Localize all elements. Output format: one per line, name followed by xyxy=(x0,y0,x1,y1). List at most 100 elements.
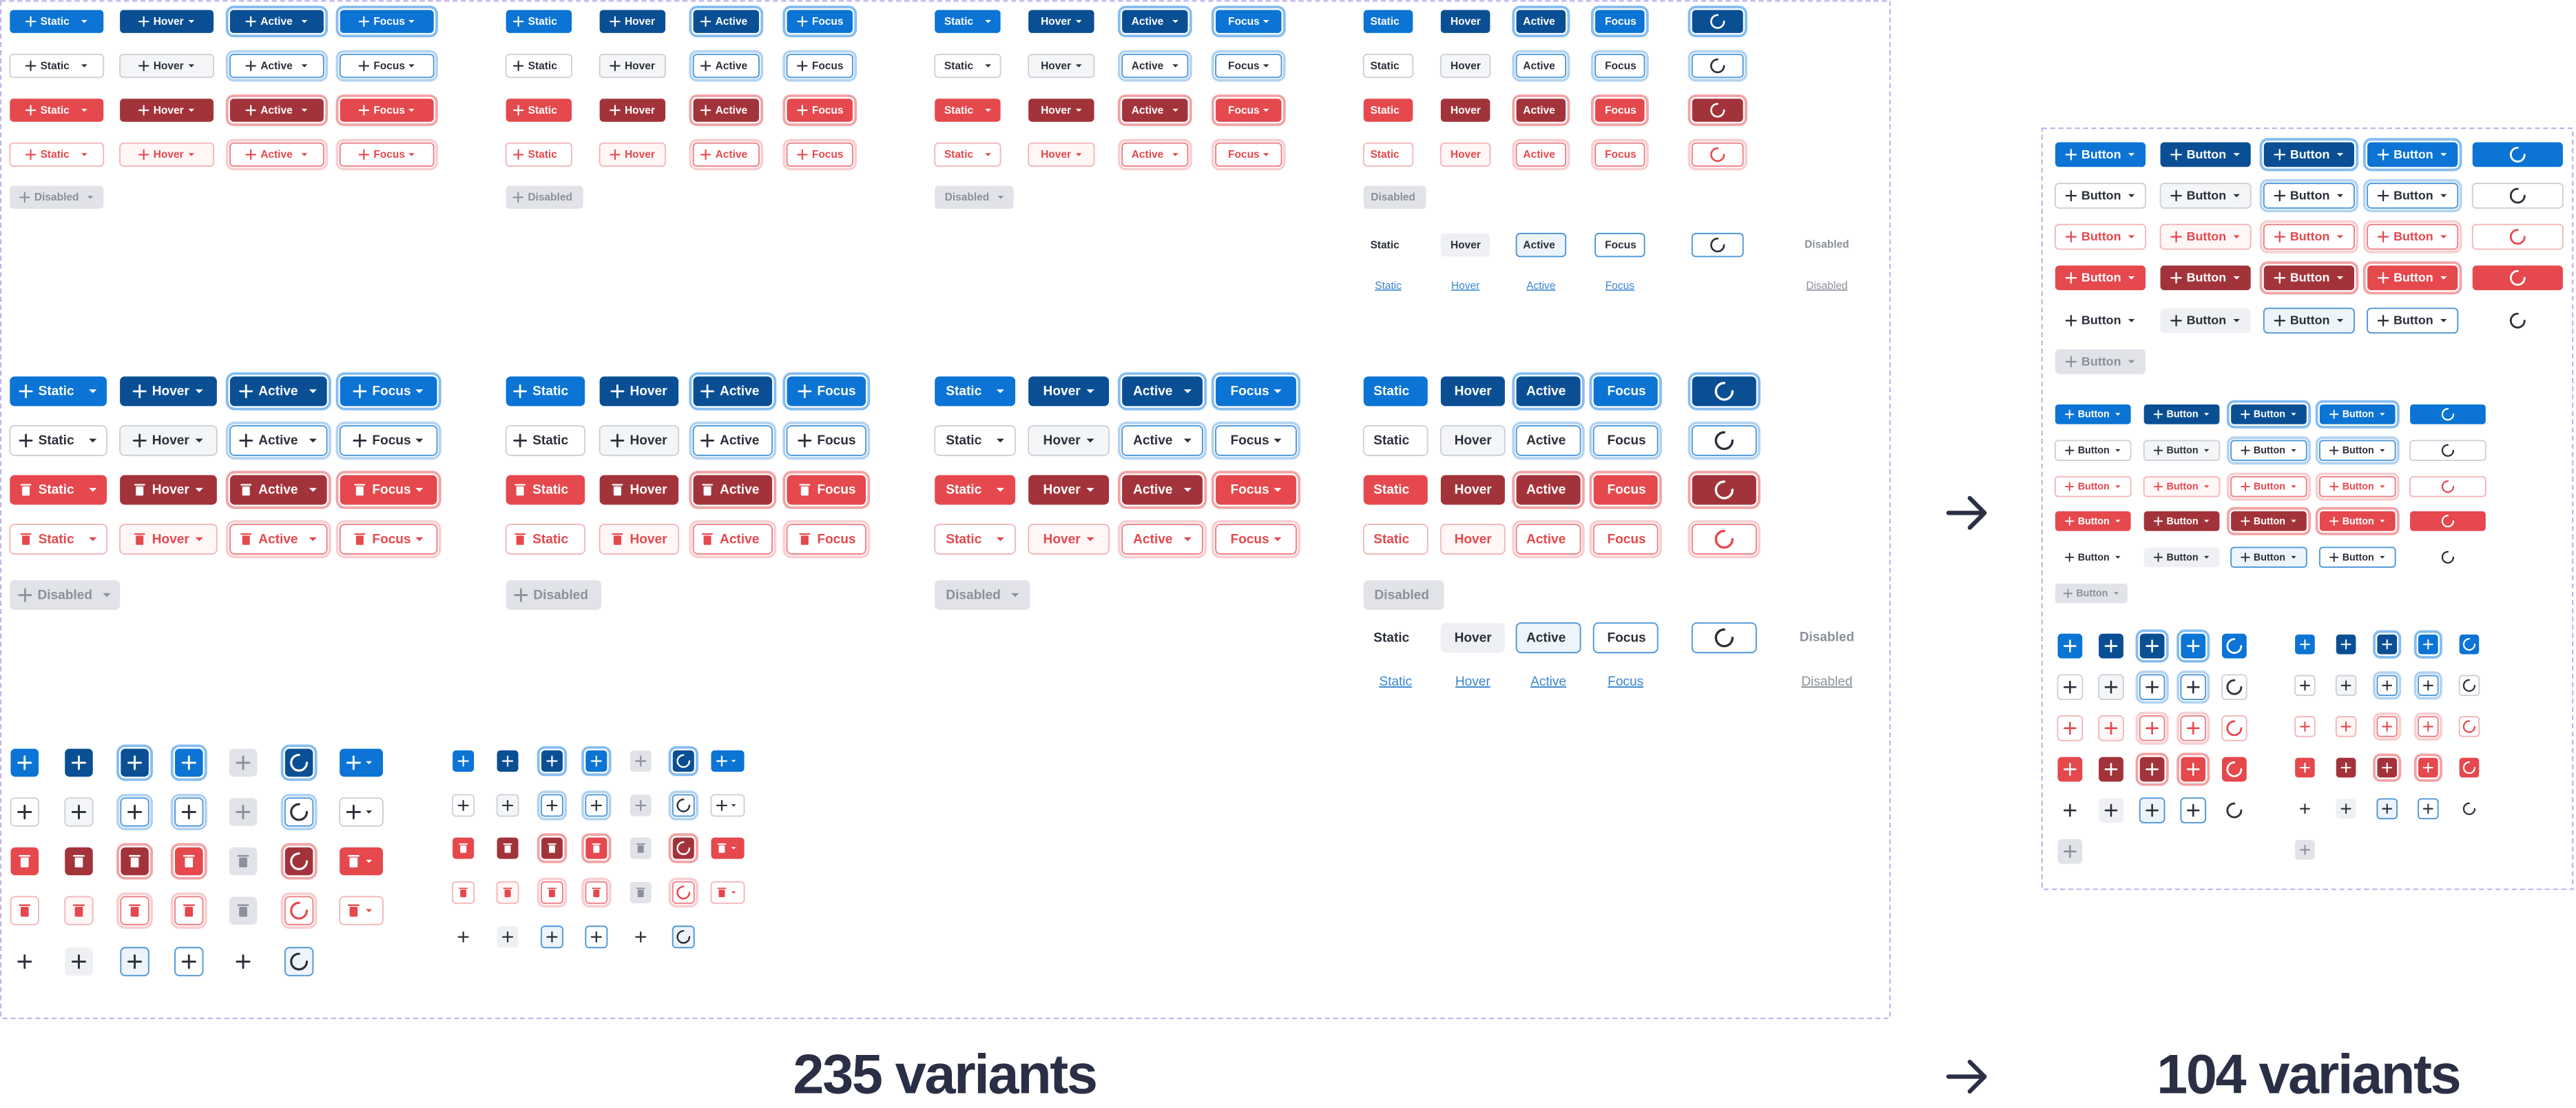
button-bg xyxy=(1363,475,1428,505)
button-bg xyxy=(2222,798,2247,823)
button-bg xyxy=(672,750,694,772)
icon-caret xyxy=(1172,108,1178,112)
button-bg xyxy=(1216,376,1296,407)
focus-ring xyxy=(225,138,329,171)
button-label: Focus xyxy=(1228,149,1260,161)
button-label: Static xyxy=(944,149,974,161)
button-label: Active xyxy=(258,433,298,448)
button-label: Button xyxy=(2078,482,2110,493)
focus-ring xyxy=(1117,471,1207,509)
icon-caret xyxy=(1011,593,1019,597)
icon-plus xyxy=(358,149,370,161)
button-bg xyxy=(2410,404,2486,424)
button-bg xyxy=(120,475,217,505)
button-bg xyxy=(2460,799,2480,819)
focus-ring xyxy=(2259,220,2359,254)
button-bg xyxy=(1692,376,1756,407)
button-bg xyxy=(2231,511,2307,531)
button-label: Active xyxy=(1132,60,1164,72)
icon-plus xyxy=(512,192,524,203)
button-bg xyxy=(1691,524,1757,555)
icon-caret xyxy=(301,64,308,68)
button-bg xyxy=(1691,142,1744,167)
spinner xyxy=(2226,720,2243,737)
button-label: Active xyxy=(1523,105,1555,116)
icon-caret xyxy=(81,153,87,156)
focus-ring xyxy=(1117,372,1207,411)
button-bg xyxy=(672,881,695,904)
button-label: Focus xyxy=(812,60,844,72)
icon-caret xyxy=(188,20,195,23)
button-label: Hover xyxy=(1455,433,1493,448)
spinner xyxy=(1714,480,1734,500)
button-bg xyxy=(2473,308,2563,333)
button-label: Active xyxy=(260,105,293,116)
button-bg xyxy=(2055,265,2146,291)
focus-ring xyxy=(2413,671,2442,700)
icon-plus xyxy=(590,799,602,812)
icon-trash-lid xyxy=(183,904,195,906)
icon-trash xyxy=(20,907,29,917)
focus-ring xyxy=(1117,421,1207,460)
button-bg xyxy=(2367,265,2458,291)
icon-plus xyxy=(358,105,370,116)
icon-plus xyxy=(590,931,602,943)
icon-trash-lid xyxy=(612,533,623,535)
icon-trash-lid xyxy=(240,533,251,535)
button-bg xyxy=(10,99,104,122)
focus-ring xyxy=(689,421,777,460)
button-label: Button xyxy=(2081,147,2121,161)
icon-caret xyxy=(2440,153,2447,156)
button-bg xyxy=(2263,307,2355,334)
button-label: Active xyxy=(1523,16,1555,28)
focus-ring xyxy=(1590,94,1649,126)
button-bg xyxy=(2143,511,2220,531)
button-bg xyxy=(229,475,327,505)
icon-plus xyxy=(2422,762,2433,773)
focus-ring xyxy=(2177,670,2210,704)
button-bg xyxy=(1362,53,1414,79)
icon-caret xyxy=(1075,64,1082,68)
button-bg xyxy=(2471,223,2564,250)
icon-caret xyxy=(408,64,415,68)
icon-caret xyxy=(2380,520,2385,523)
focus-ring xyxy=(1590,6,1649,38)
button-label: Button xyxy=(2081,354,2121,368)
button-label: Static xyxy=(1373,483,1409,497)
button-bg xyxy=(340,748,383,777)
button-bg xyxy=(10,185,104,209)
icon-caret xyxy=(2336,276,2344,280)
icon-plus xyxy=(127,755,143,770)
icon-caret xyxy=(366,761,373,765)
focus-ring xyxy=(782,94,858,126)
button-bg xyxy=(339,896,384,925)
button-bg xyxy=(1028,524,1110,555)
icon-plus xyxy=(2274,271,2286,284)
button-bg xyxy=(599,99,666,122)
button-bg xyxy=(1121,53,1189,79)
button-label: Active xyxy=(716,149,748,161)
icon-caret xyxy=(2233,153,2240,156)
icon-trash-lid xyxy=(134,533,145,535)
focus-ring xyxy=(225,372,331,411)
button-bg xyxy=(693,99,759,122)
icon-trash-lid xyxy=(515,484,526,486)
button-label: Button xyxy=(2187,188,2227,202)
spinner xyxy=(1714,628,1734,648)
focus-ring xyxy=(1211,138,1286,171)
icon-plus xyxy=(2299,721,2310,732)
button-label: Focus xyxy=(1607,384,1645,399)
button-bg xyxy=(229,10,324,33)
focus-ring xyxy=(335,6,438,38)
button-label: Active xyxy=(1526,384,1566,399)
icon-plus xyxy=(635,755,647,767)
button-label: Active xyxy=(716,16,748,28)
focus-ring xyxy=(170,892,207,930)
button-bg xyxy=(934,524,1017,555)
button-bg xyxy=(339,53,435,79)
icon-plus xyxy=(512,149,524,161)
button-label: Static xyxy=(1370,239,1400,251)
icon-plus xyxy=(2170,149,2182,161)
button-label: Focus xyxy=(1230,384,1269,399)
focus-ring xyxy=(1687,6,1747,38)
